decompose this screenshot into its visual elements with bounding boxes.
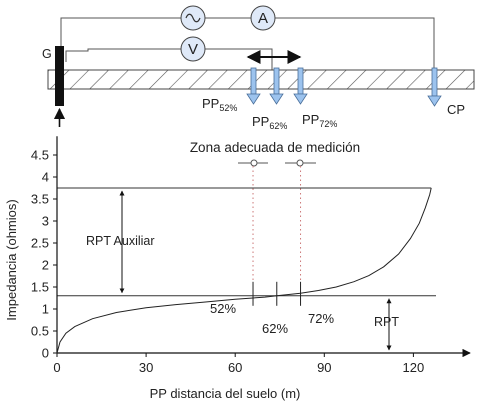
- probe-pp52: [246, 67, 261, 105]
- probe-pp72: [293, 67, 308, 105]
- pp52-label: PP52%: [202, 96, 237, 113]
- probe-pp62: [269, 67, 284, 105]
- pct72-label: 72%: [308, 311, 334, 326]
- annotation-layer: [119, 190, 392, 351]
- curve-layer: [56, 187, 432, 354]
- y-tick-label: 2: [42, 258, 49, 273]
- ground-electrode: [55, 46, 64, 106]
- ac-source-symbol: [180, 5, 206, 31]
- x-axis: 0 30 60 90 120: [53, 348, 471, 375]
- pct52-label: 52%: [210, 301, 236, 316]
- current-wire: [60, 17, 435, 72]
- soil-strip: [47, 69, 475, 90]
- x-tick-label: 90: [317, 360, 331, 375]
- voltage-wire: [65, 48, 273, 70]
- x-axis-title: PP distancia del suelo (m): [150, 386, 301, 401]
- voltmeter-symbol: V: [180, 36, 206, 62]
- y-tick-label: 0: [42, 346, 49, 361]
- rpt-aux-label: RPT Auxiliar: [86, 234, 155, 248]
- pp62-label: PP62%: [252, 114, 287, 131]
- impedance-curve: [56, 187, 432, 354]
- y-tick-label: 2.5: [31, 236, 49, 251]
- rpt-label: RPT: [374, 315, 399, 329]
- y-tick-label: 3.5: [31, 192, 49, 207]
- probe-cp: [427, 67, 442, 107]
- zone-markers: [238, 159, 316, 167]
- marker-layer: [252, 166, 302, 306]
- x-tick-label: 120: [403, 360, 425, 375]
- pct62-label: 62%: [262, 321, 288, 336]
- y-tick-label: 4.5: [31, 148, 49, 163]
- y-tick-label: 1.5: [31, 280, 49, 295]
- ammeter-symbol: A: [250, 5, 276, 31]
- y-tick-label: 4: [42, 170, 49, 185]
- x-tick-label: 60: [228, 360, 242, 375]
- test-circuit: G A V: [42, 5, 475, 131]
- voltmeter-label: V: [188, 41, 198, 58]
- impedance-chart: 0 0.5 1 1.5 2 2.5 3 3.5 4 4.5 0 30 60 90 120: [31, 136, 471, 375]
- y-tick-label: 0.5: [31, 324, 49, 339]
- y-axis: 0 0.5 1 1.5 2 2.5 3 3.5 4 4.5: [31, 136, 58, 361]
- y-axis-title: Impedancia (ohmios): [4, 199, 19, 320]
- reference-lines: [57, 187, 436, 297]
- x-tick-label: 0: [53, 360, 60, 375]
- cp-label: CP: [447, 102, 465, 117]
- pp72-label: PP72%: [302, 112, 337, 129]
- zone-label: Zona adecuada de medición: [190, 140, 360, 155]
- ground-label: G: [42, 47, 52, 61]
- y-tick-label: 1: [42, 302, 49, 317]
- x-tick-label: 30: [139, 360, 153, 375]
- y-tick-label: 3: [42, 214, 49, 229]
- ammeter-label: A: [258, 10, 268, 27]
